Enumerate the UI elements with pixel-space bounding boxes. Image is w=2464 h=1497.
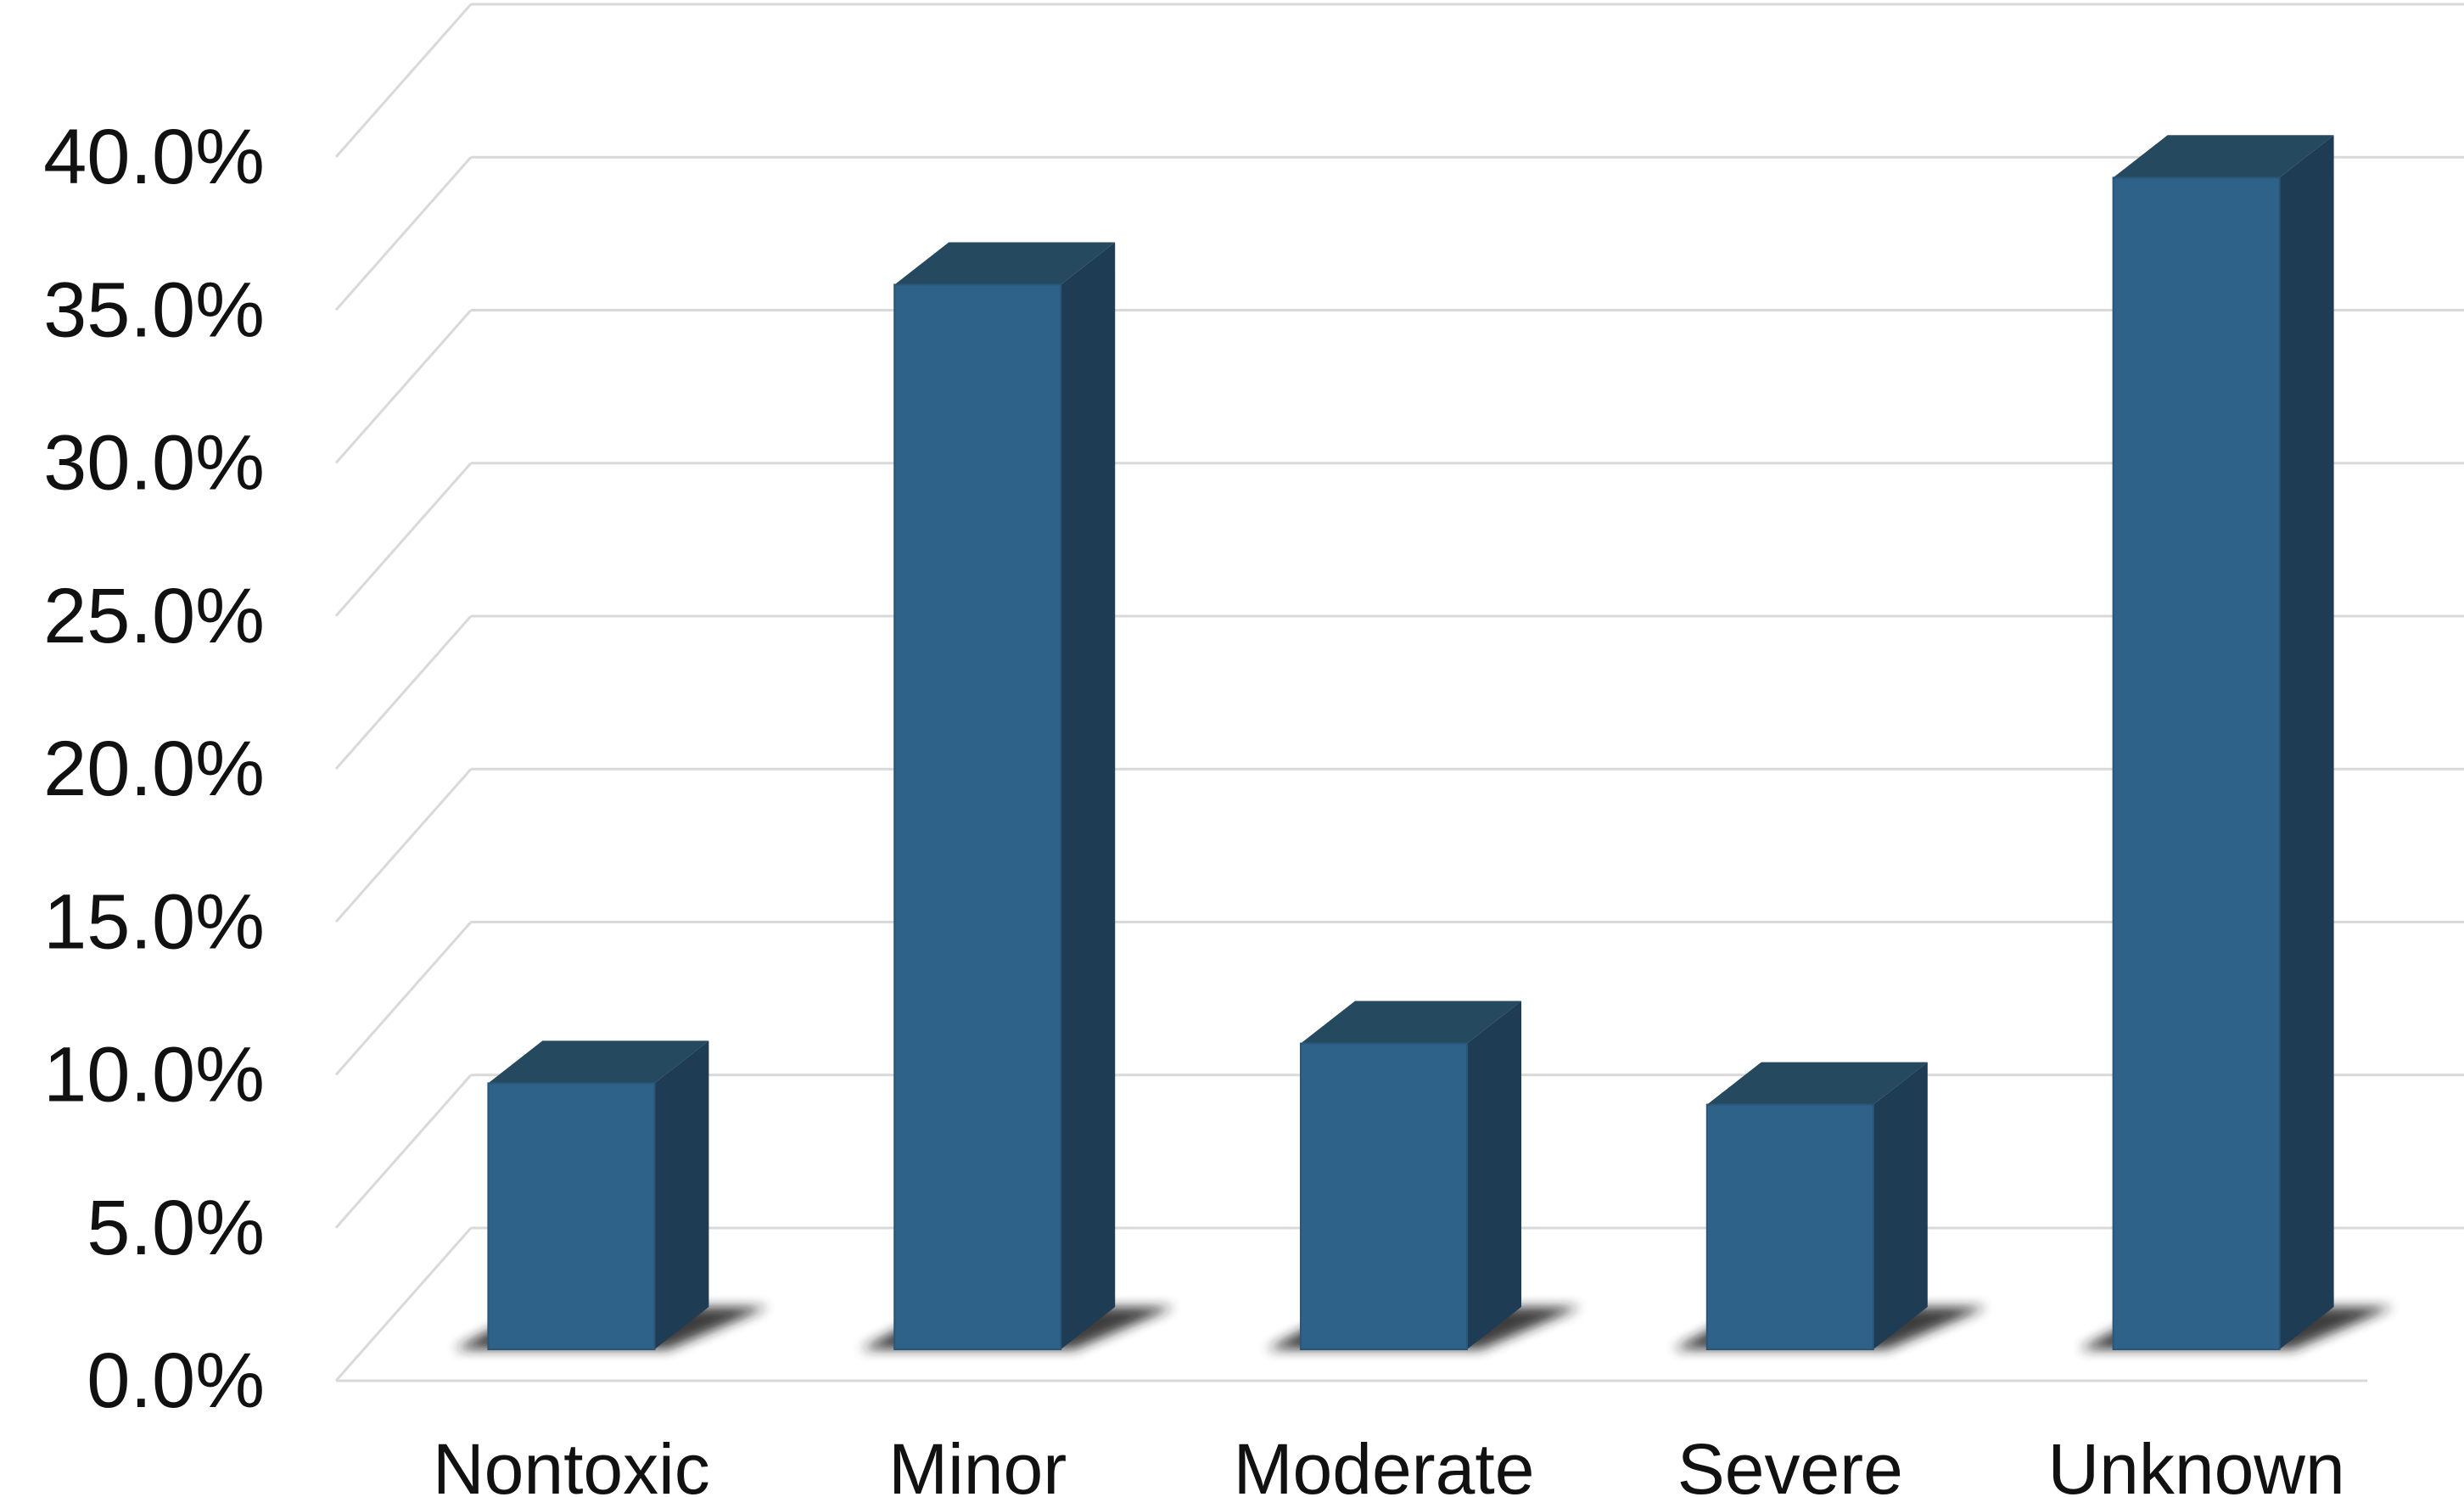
x-tick-label: Severe	[1677, 1429, 1903, 1497]
y-tick-label: 10.0%	[43, 1032, 265, 1119]
y-tick-label: 20.0%	[43, 726, 265, 812]
y-tick-label: 40.0%	[43, 114, 265, 200]
bars	[454, 135, 2393, 1349]
bar-front	[488, 1083, 654, 1349]
bar-front	[1301, 1044, 1467, 1350]
gridline-depth	[336, 616, 471, 769]
gridline-depth	[336, 1075, 471, 1228]
bar-side	[1061, 242, 1115, 1349]
x-axis-labels: Nontoxic Minor Moderate Severe Unknown	[433, 1429, 2345, 1497]
gridline-depth	[336, 922, 471, 1075]
y-tick-label: 0.0%	[87, 1337, 265, 1424]
x-tick-label: Nontoxic	[433, 1429, 710, 1497]
y-tick-label: 15.0%	[43, 878, 265, 965]
x-tick-label: Minor	[888, 1429, 1067, 1497]
bar	[2080, 135, 2394, 1349]
bar-front	[1707, 1105, 1873, 1349]
bar	[1673, 1062, 1987, 1349]
x-tick-label: Unknown	[2047, 1429, 2344, 1497]
y-axis-ticks: 0.0% 5.0% 10.0% 15.0% 20.0% 25.0% 30.0% 35.0% 40…	[43, 114, 265, 1424]
gridline-depth	[336, 463, 471, 616]
y-tick-label: 35.0%	[43, 266, 265, 353]
gridline-depth	[336, 1228, 471, 1381]
y-tick-label: 5.0%	[87, 1185, 265, 1271]
gridline-depth	[336, 311, 471, 463]
bar-side	[1467, 1001, 1521, 1350]
gridline-depth	[336, 157, 471, 310]
bar	[860, 242, 1174, 1349]
gridline-depth	[336, 769, 471, 922]
bar-front	[894, 284, 1061, 1349]
bar-front	[2114, 177, 2280, 1349]
bar-side	[2280, 135, 2334, 1349]
x-tick-label: Moderate	[1234, 1429, 1535, 1497]
gridline-depth	[336, 4, 471, 157]
y-tick-label: 25.0%	[43, 573, 265, 659]
y-tick-label: 30.0%	[43, 420, 265, 507]
bar	[454, 1040, 768, 1349]
bar-side	[654, 1040, 708, 1349]
bar	[1267, 1001, 1581, 1350]
bar-side	[1873, 1062, 1928, 1349]
